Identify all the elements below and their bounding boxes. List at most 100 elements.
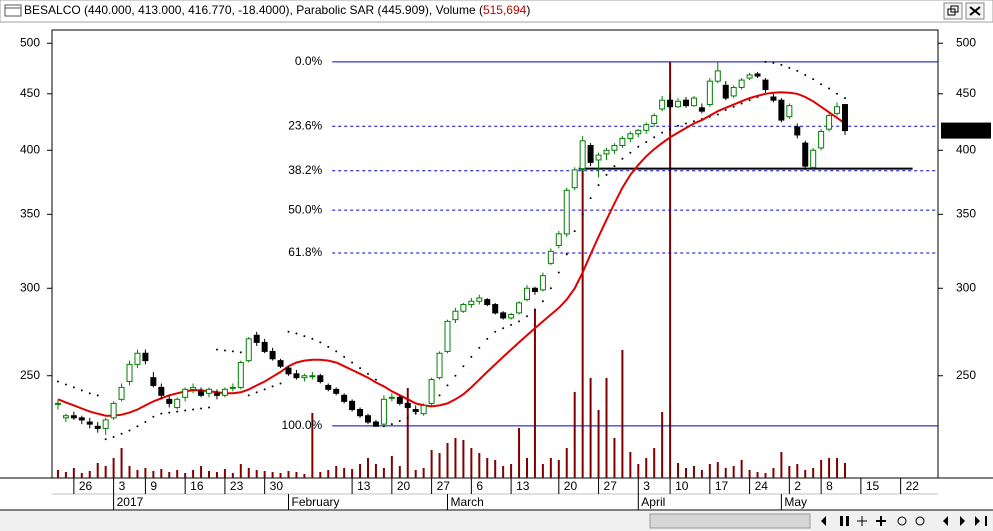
candle-body (619, 137, 626, 147)
sar-dot (438, 394, 441, 397)
candle-body (492, 304, 499, 314)
candle-body (754, 73, 761, 77)
sar-dot (104, 438, 107, 441)
volume-bar (637, 464, 640, 478)
sar-dot (215, 348, 218, 351)
title-part: 515,694 (483, 3, 527, 17)
sar-dot (510, 323, 513, 326)
candle-body (675, 100, 682, 108)
volume-bar (398, 465, 401, 478)
volume-bar (478, 452, 481, 478)
candle-body (198, 390, 205, 396)
zoom-in[interactable] (897, 516, 907, 526)
volume-bar (382, 467, 385, 478)
sar-dot (629, 151, 632, 154)
candle-body (293, 373, 300, 379)
sar-dot (486, 337, 489, 340)
sar-dot (772, 61, 775, 64)
candle-body (531, 287, 538, 292)
candle-body (150, 377, 157, 386)
volume-bar (510, 464, 513, 478)
volume-bar (192, 470, 195, 478)
candle-body (667, 99, 674, 108)
close-button[interactable] (965, 2, 985, 20)
scroll-ends[interactable] (943, 516, 965, 526)
sar-dot (764, 60, 767, 63)
scroll-left[interactable] (821, 516, 826, 526)
volume-bar (669, 61, 672, 478)
moving-average (57, 91, 846, 417)
sar-dot (692, 120, 695, 123)
volume-bar (470, 448, 473, 478)
candle-body (786, 105, 793, 118)
volume-bar (605, 377, 608, 478)
candle-body (595, 154, 602, 161)
sar-dot (208, 406, 211, 409)
candle-body (213, 392, 220, 396)
pause-icon[interactable] (840, 516, 849, 526)
sar-dot (231, 350, 234, 353)
scroll-thumb[interactable] (649, 513, 811, 529)
scroll-end[interactable] (975, 516, 987, 526)
candle-body (698, 107, 705, 112)
sar-dot (573, 230, 576, 233)
sar-dot (589, 197, 592, 200)
x-month-label: March (451, 495, 484, 509)
volume-bar (327, 470, 330, 478)
zoom-icon[interactable] (857, 516, 867, 526)
candle-body (706, 80, 713, 106)
candle-body (206, 388, 213, 394)
candle-body (484, 299, 491, 306)
volume-bar (525, 457, 528, 478)
volume-bar (494, 459, 497, 478)
candle-body (349, 400, 356, 411)
candle-body (277, 360, 284, 367)
volume-bar (184, 472, 187, 478)
y-tick-label: 300 (20, 280, 40, 294)
volume-bar (152, 470, 155, 478)
volume-bar (581, 154, 584, 478)
volume-bar (430, 449, 433, 478)
scrollbar (0, 511, 993, 531)
sar-dot (406, 416, 409, 419)
candle-body (500, 312, 507, 319)
sar-dot (72, 386, 75, 389)
sar-dot (247, 394, 250, 397)
sar-dot (724, 109, 727, 112)
zoom-out[interactable] (915, 516, 925, 526)
candle-body (158, 386, 165, 396)
candle-body (762, 79, 769, 91)
volume-bar (263, 470, 266, 478)
volume-bar (96, 462, 99, 478)
sar-dot (748, 99, 751, 102)
fib-label: 100.0% (282, 418, 323, 432)
x-tick-label: 8 (826, 479, 833, 493)
y-tick-label: 350 (20, 207, 40, 221)
volume-bar (716, 462, 719, 478)
volume-bar (812, 467, 815, 478)
move-icon[interactable] (876, 516, 886, 526)
sar-dot (295, 332, 298, 335)
volume-bar (597, 409, 600, 478)
volume-bar (661, 411, 664, 478)
candle-body (118, 386, 125, 400)
volume-bar (303, 473, 306, 478)
sar-dot (557, 271, 560, 274)
x-month-label: February (292, 495, 340, 509)
x-tick-label: 13 (516, 479, 530, 493)
sar-dot (541, 300, 544, 303)
x-tick-label: 17 (715, 479, 729, 493)
candle-body (547, 250, 554, 264)
x-tick-label: 10 (675, 479, 689, 493)
x-tick-label: 27 (604, 479, 618, 493)
restore-button[interactable] (943, 2, 963, 20)
candle-body (285, 367, 292, 375)
candle-body (70, 415, 77, 419)
candle-body (563, 189, 570, 235)
sar-dot (144, 421, 147, 424)
volume-bar (136, 470, 139, 478)
sar-dot (398, 419, 401, 422)
candle-body (690, 97, 697, 107)
sar-dot (287, 330, 290, 333)
candle-body (746, 74, 753, 79)
